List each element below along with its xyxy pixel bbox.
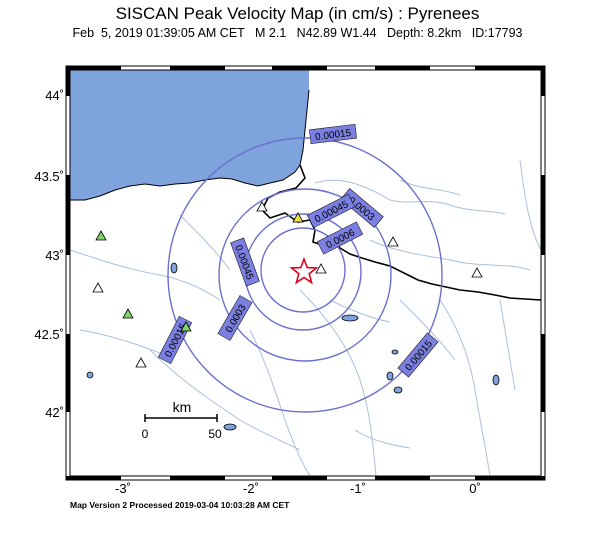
lat-tick-43-5: 43.5˚: [34, 169, 64, 184]
lon-tick-minus2: -2˚: [243, 481, 259, 496]
scale-max: 50: [208, 427, 222, 441]
map-title: SISCAN Peak Velocity Map (in cm/s) : Pyr…: [115, 4, 480, 23]
lakes: [86, 262, 500, 431]
station-triangle: [180, 321, 192, 332]
lat-tick-42: 42˚: [45, 405, 64, 420]
contour-label-0: 0.00015: [309, 123, 357, 145]
station-triangle: [471, 267, 483, 278]
lon-tick-minus1: -1˚: [350, 481, 366, 496]
station-triangle: [95, 230, 107, 241]
station-triangle: [135, 357, 147, 368]
lon-tick-0: 0˚: [469, 481, 481, 496]
map-subtitle: Feb 5, 2019 01:39:05 AM CET M 2.1 N42.89…: [72, 26, 523, 40]
scale-min: 0: [142, 427, 149, 441]
sea-area: [70, 70, 309, 200]
svg-text:0.00015: 0.00015: [315, 128, 353, 143]
map-content: 0.00015 0.0003 0.00045 0.0006 0.00045 0.…: [70, 70, 541, 476]
map-version-footer: Map Version 2 Processed 2019-03-04 10:03…: [70, 500, 290, 510]
lon-tick-minus3: -3˚: [115, 481, 131, 496]
stations: [92, 201, 483, 368]
station-triangle: [92, 282, 104, 293]
station-triangle: [122, 308, 134, 319]
lat-tick-44: 44˚: [45, 88, 64, 103]
lat-tick-42-5: 42.5˚: [34, 327, 64, 342]
lat-tick-43: 43˚: [45, 248, 64, 263]
epicenter-star-icon: [289, 256, 319, 285]
scale-bar: km 0 50: [142, 399, 222, 441]
map-frame: [65, 65, 546, 481]
scale-unit: km: [173, 399, 192, 415]
station-triangle: [256, 201, 268, 212]
station-triangle: [387, 236, 399, 247]
station-triangle: [315, 263, 327, 274]
coastline: [70, 89, 310, 201]
station-triangle: [292, 212, 304, 223]
rivers: [70, 159, 541, 476]
